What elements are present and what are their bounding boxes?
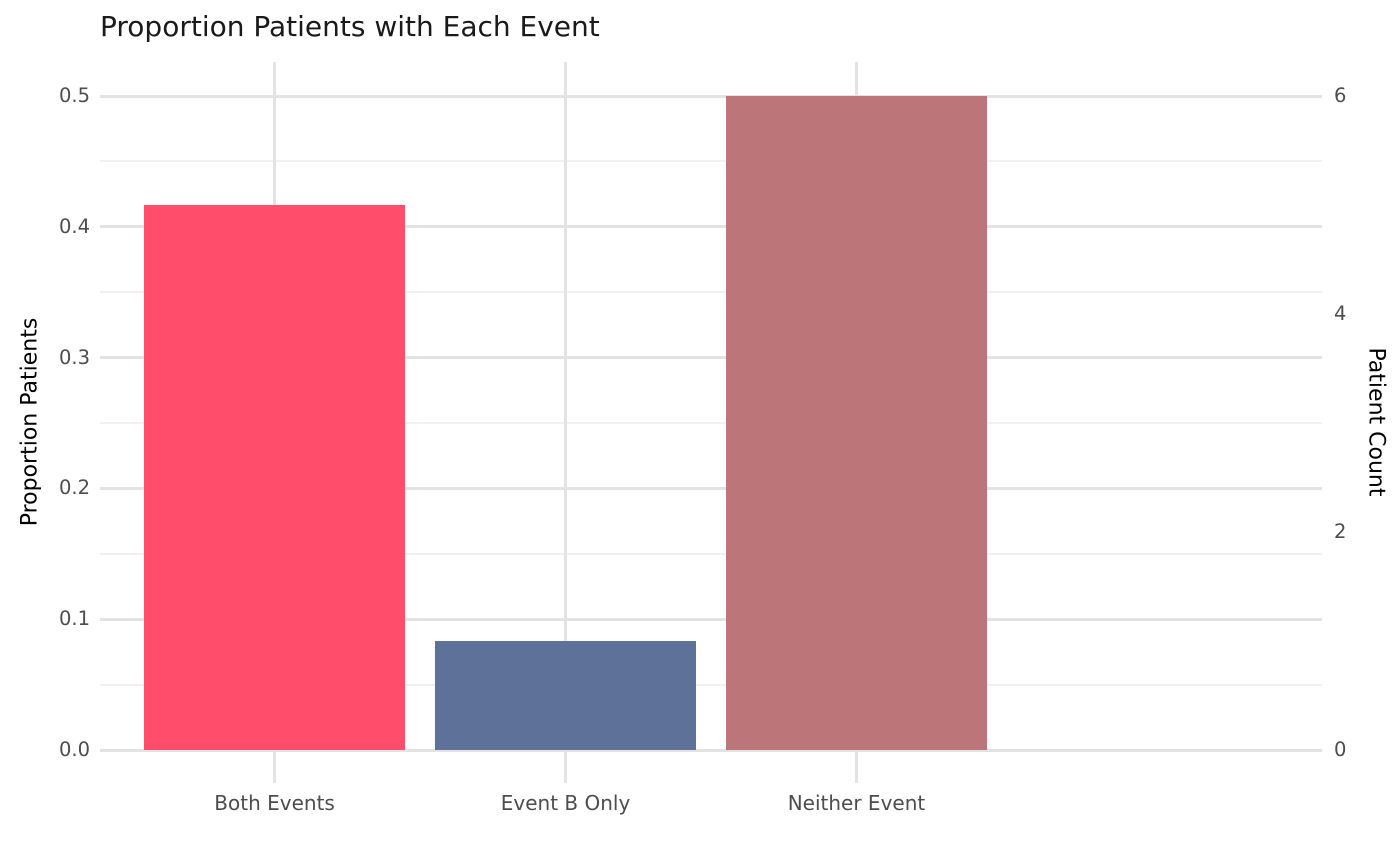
minor-gridline xyxy=(100,683,1322,686)
plot-panel xyxy=(100,62,1322,783)
y-axis-tick-label-left: 0.1 xyxy=(58,607,90,631)
major-gridline xyxy=(100,225,1322,229)
y-axis-tick-label-right: 6 xyxy=(1334,84,1347,107)
y-axis-tick-label-left: 0.0 xyxy=(58,738,90,761)
minor-gridline xyxy=(100,291,1322,294)
major-gridline xyxy=(100,748,1322,752)
minor-gridline xyxy=(100,160,1322,163)
y-axis-tick-label-left: 0.5 xyxy=(58,84,90,107)
y-axis-tick-label-left: 0.2 xyxy=(58,476,90,500)
major-gridline xyxy=(100,486,1322,490)
y-axis-tick-label-right: 2 xyxy=(1334,520,1347,543)
minor-gridline xyxy=(100,552,1322,555)
major-gridline xyxy=(100,356,1322,360)
major-gridline xyxy=(100,617,1322,621)
major-gridline xyxy=(100,94,1322,98)
x-axis-tick-label: Neither Event xyxy=(787,791,926,815)
vertical-gridline xyxy=(564,62,568,783)
chart-title: Proportion Patients with Each Event xyxy=(100,10,600,43)
y-axis-tick-label-left: 0.3 xyxy=(58,345,90,369)
y-axis-title-right: Patient Count xyxy=(1363,347,1389,497)
x-axis-tick-label: Both Events xyxy=(214,791,335,815)
y-axis-tick-label-right: 0 xyxy=(1334,738,1347,761)
minor-gridline xyxy=(100,422,1322,424)
bar xyxy=(143,204,406,750)
bar xyxy=(434,641,697,750)
y-axis-tick-label-right: 4 xyxy=(1334,302,1347,325)
x-axis-tick-label: Event B Only xyxy=(500,791,631,815)
y-axis-tick-label-left: 0.4 xyxy=(58,214,90,238)
bar xyxy=(725,96,988,750)
